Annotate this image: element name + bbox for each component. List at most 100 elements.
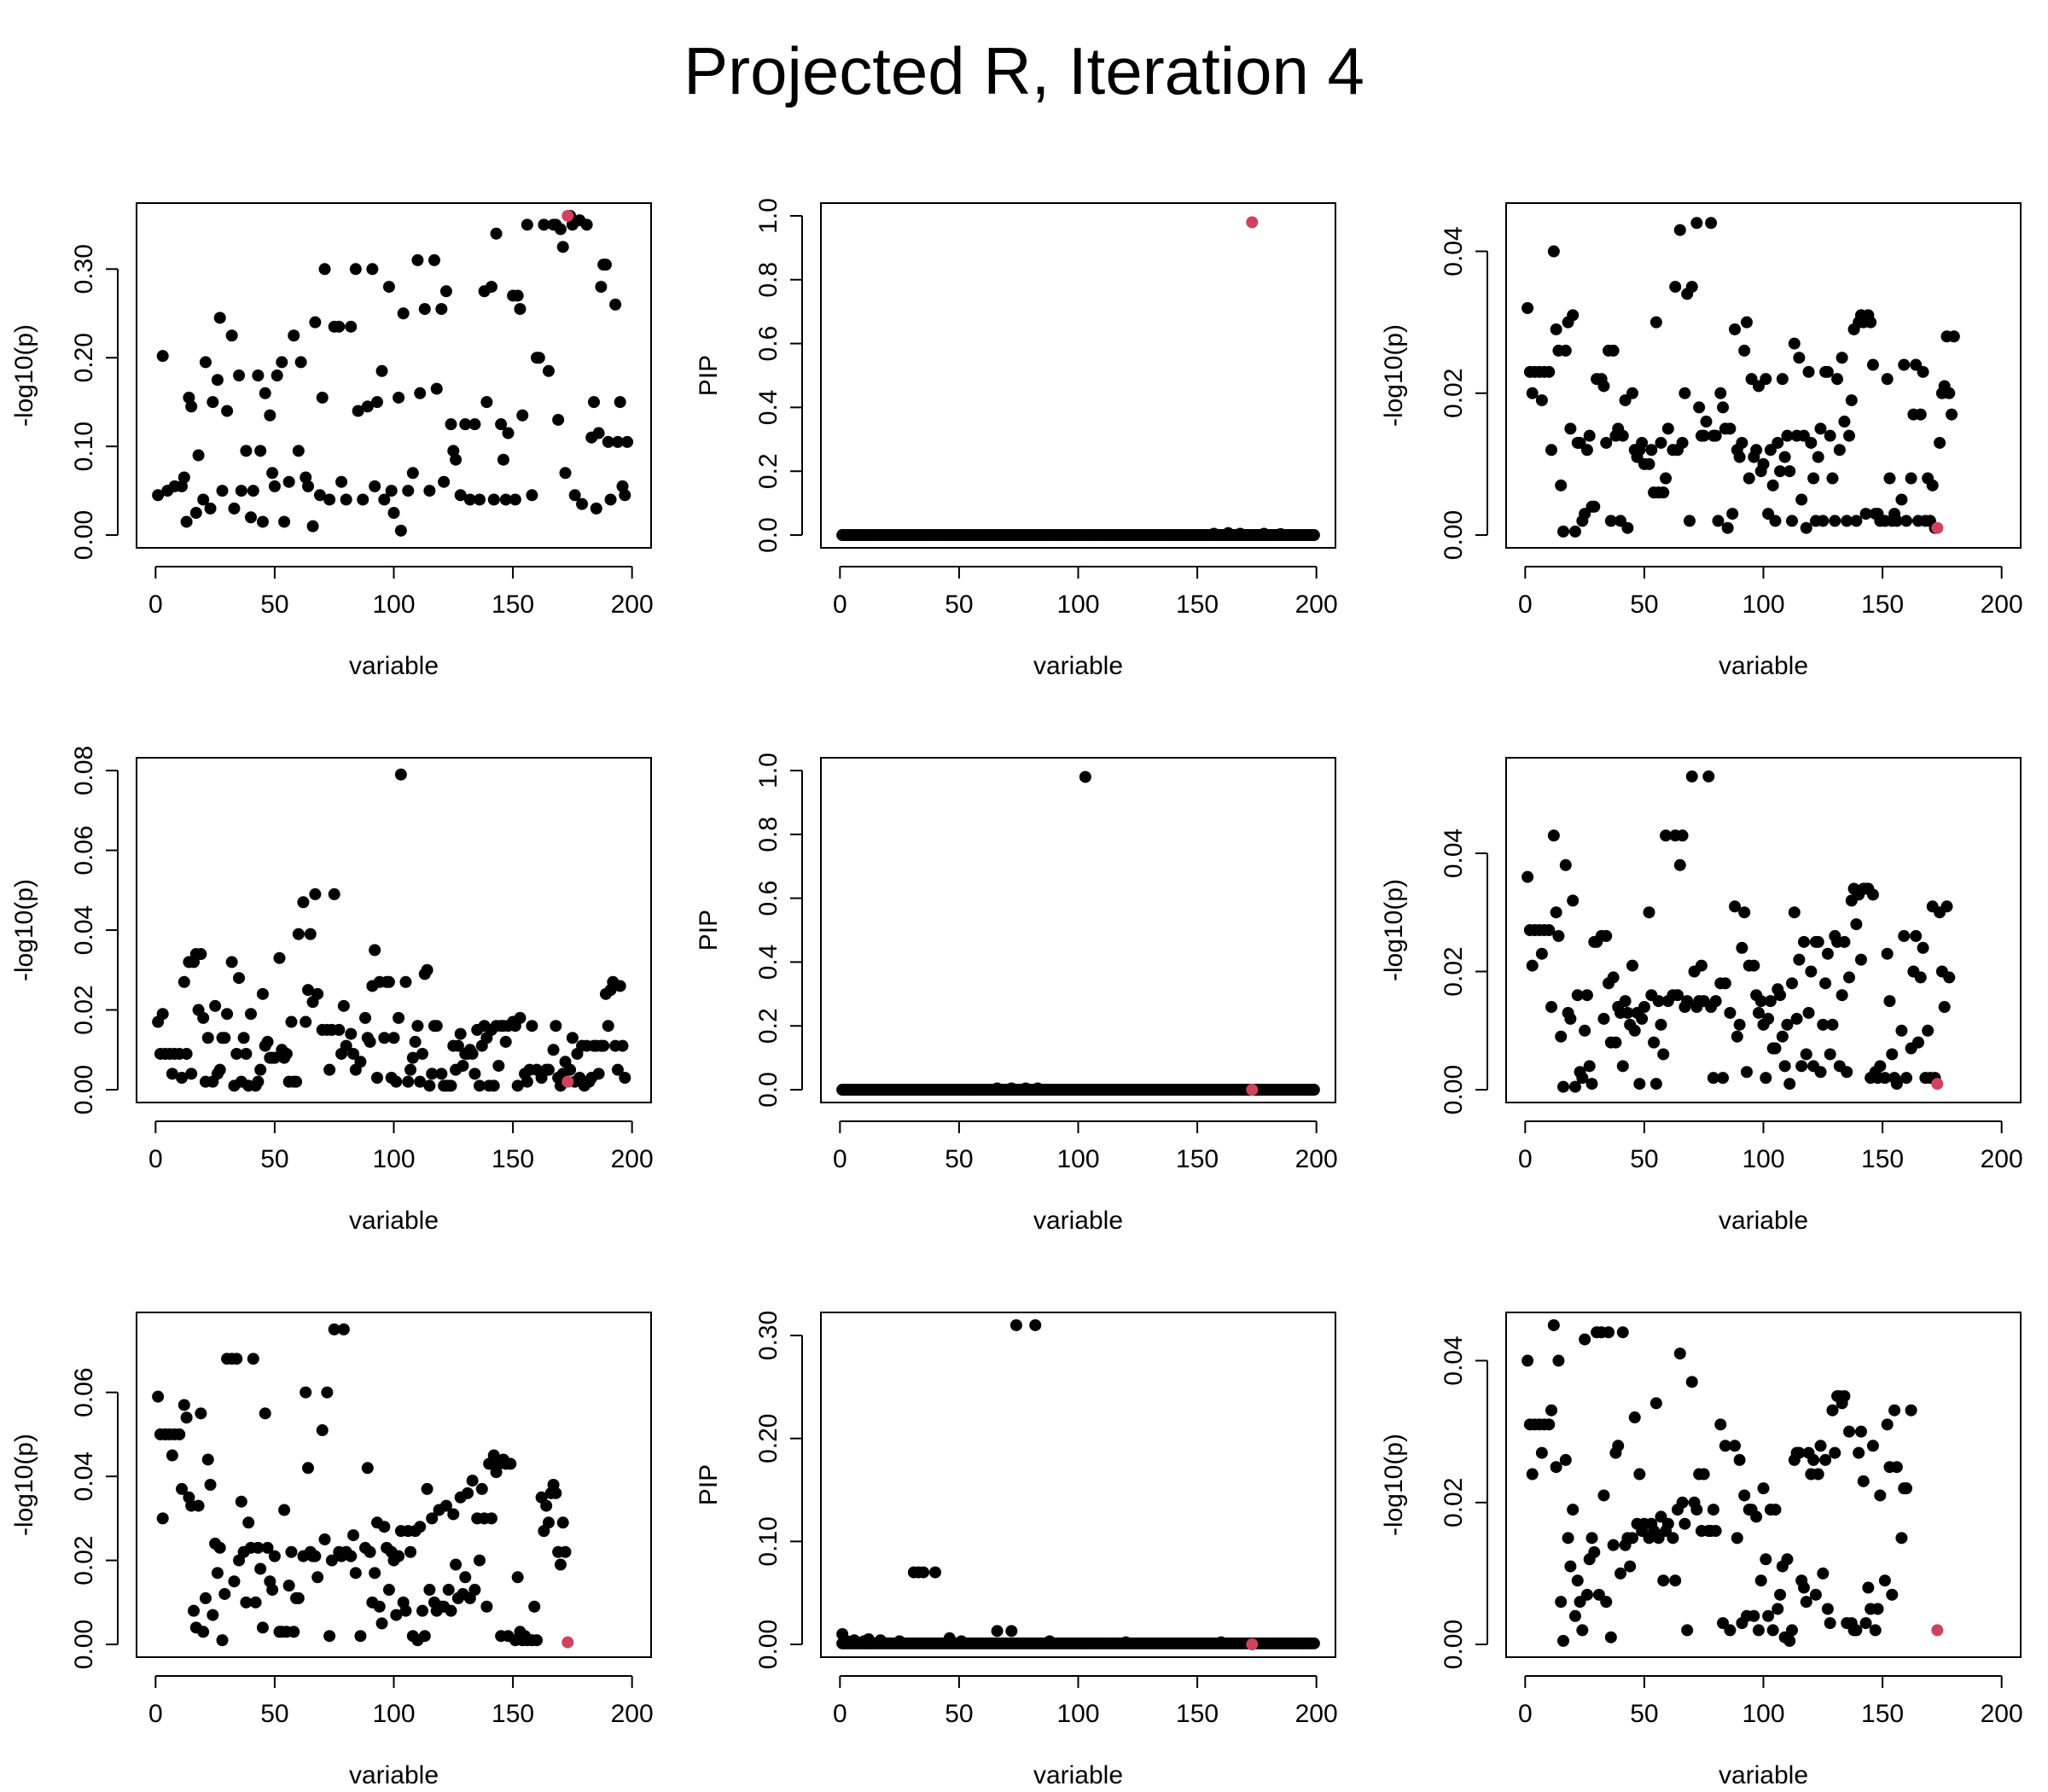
scatter-point bbox=[225, 956, 238, 969]
x-tick-label: 0 bbox=[833, 591, 847, 619]
scatter-point bbox=[1697, 429, 1710, 442]
scatter-point bbox=[463, 493, 476, 506]
scatter-point bbox=[592, 427, 605, 439]
scatter-point bbox=[862, 1633, 875, 1646]
scatter-point bbox=[1750, 1510, 1763, 1523]
y-axis-label: -log10(p) bbox=[10, 324, 38, 427]
scatter-point bbox=[278, 515, 291, 528]
scatter-point bbox=[185, 400, 198, 413]
scatter-point bbox=[1898, 929, 1911, 942]
scatter-point bbox=[361, 400, 374, 413]
chart-panel-r1c1: 0 50 100 150 200 variable 0.00 0.10 0.20 0.30 -log… bbox=[10, 202, 654, 680]
scatter-point bbox=[1881, 947, 1894, 960]
scatter-point bbox=[1576, 1072, 1589, 1085]
scatter-point bbox=[1707, 1072, 1719, 1085]
scatter-point bbox=[349, 1567, 362, 1580]
x-tick-label: 150 bbox=[492, 591, 534, 619]
scatter-point bbox=[1585, 1532, 1598, 1545]
scatter-point bbox=[195, 948, 207, 961]
scatter-point bbox=[1757, 1482, 1770, 1495]
scatter-point bbox=[1821, 365, 1834, 378]
scatter-point bbox=[1754, 1574, 1767, 1587]
scatter-point bbox=[1824, 1617, 1836, 1630]
y-tick-label: 0.00 bbox=[1440, 1620, 1468, 1669]
scatter-point bbox=[309, 316, 322, 329]
scatter-point bbox=[382, 281, 395, 294]
scatter-point bbox=[1559, 344, 1572, 357]
plot-frame bbox=[820, 757, 1336, 1103]
scatter-point bbox=[1736, 436, 1748, 449]
x-axis-label: variable bbox=[1033, 1761, 1123, 1789]
scatter-point bbox=[256, 987, 269, 1000]
scatter-point bbox=[1733, 1018, 1746, 1031]
x-tick-label: 0 bbox=[833, 1700, 847, 1728]
scatter-point bbox=[211, 1567, 224, 1580]
scatter-point bbox=[1853, 1446, 1865, 1459]
scatter-point bbox=[352, 404, 364, 417]
scatter-point bbox=[450, 453, 463, 466]
scatter-point bbox=[404, 1545, 417, 1558]
scatter-point bbox=[402, 1075, 415, 1088]
scatter-point bbox=[382, 975, 395, 988]
scatter-point bbox=[1626, 387, 1638, 399]
scatter-point bbox=[177, 1399, 190, 1411]
scatter-point bbox=[318, 1533, 331, 1545]
plot-frame bbox=[1505, 757, 2022, 1103]
scatter-point bbox=[1543, 365, 1556, 378]
scatter-point bbox=[1814, 1066, 1827, 1079]
scatter-point bbox=[1657, 1574, 1670, 1587]
y-tick-label: 0.02 bbox=[70, 985, 98, 1034]
chart-panel-r2c2: 0 50 100 150 200 variable 0.0 0.2 0.4 0.6 0.8 1.0 PI… bbox=[695, 753, 1338, 1235]
scatter-point bbox=[1788, 906, 1801, 919]
scatter-point bbox=[1905, 472, 1917, 485]
scatter-point bbox=[1866, 358, 1879, 371]
highlight-point bbox=[1931, 521, 1944, 534]
scatter-point bbox=[328, 1323, 340, 1335]
scatter-point bbox=[418, 303, 431, 316]
scatter-point bbox=[991, 1625, 1004, 1638]
scatter-point bbox=[1258, 527, 1271, 540]
scatter-point bbox=[1550, 1461, 1562, 1474]
scatter-point bbox=[268, 1051, 281, 1064]
scatter-point bbox=[316, 1424, 329, 1437]
scatter-point bbox=[1938, 1001, 1951, 1014]
scatter-point bbox=[230, 1047, 243, 1060]
scatter-point bbox=[485, 281, 497, 294]
y-tick-label: 0.20 bbox=[70, 333, 98, 382]
scatter-point bbox=[192, 449, 205, 462]
scatter-point bbox=[1571, 989, 1584, 1002]
scatter-point bbox=[542, 1516, 555, 1529]
scatter-point bbox=[1673, 224, 1686, 236]
scatter-point bbox=[1681, 1624, 1694, 1637]
scatter-point bbox=[1600, 1596, 1613, 1609]
scatter-point bbox=[1940, 900, 1953, 913]
scatter-point bbox=[475, 1482, 488, 1495]
scatter-point bbox=[1564, 1012, 1577, 1025]
scatter-point bbox=[230, 1353, 243, 1365]
scatter-point bbox=[1557, 1080, 1569, 1093]
scatter-point bbox=[1833, 444, 1846, 457]
highlight-point bbox=[1246, 1084, 1259, 1097]
scatter-point bbox=[1821, 1603, 1834, 1615]
scatter-point bbox=[1786, 515, 1798, 527]
scatter-point bbox=[302, 984, 314, 997]
x-axis: 0 50 100 150 200 bbox=[148, 1675, 654, 1728]
scatter-point bbox=[1829, 1446, 1841, 1459]
scatter-point bbox=[492, 1059, 505, 1072]
scatter-point bbox=[1274, 527, 1287, 540]
x-axis-label: variable bbox=[1719, 652, 1808, 680]
x-tick-label: 150 bbox=[1861, 1145, 1904, 1173]
scatter-point bbox=[1555, 479, 1568, 492]
scatter-point bbox=[1890, 1078, 1903, 1091]
scatter-point bbox=[514, 1011, 527, 1024]
scatter-point bbox=[1752, 1624, 1765, 1637]
scatter-point bbox=[414, 1075, 427, 1088]
scatter-point bbox=[1655, 436, 1667, 449]
scatter-point bbox=[459, 1571, 472, 1584]
scatter-point bbox=[240, 445, 253, 457]
scatter-point bbox=[1797, 1581, 1810, 1594]
scatter-point bbox=[1628, 1024, 1641, 1037]
x-axis-label: variable bbox=[1033, 652, 1123, 680]
y-tick-label: 0.6 bbox=[754, 881, 783, 916]
scatter-point bbox=[1307, 529, 1320, 542]
